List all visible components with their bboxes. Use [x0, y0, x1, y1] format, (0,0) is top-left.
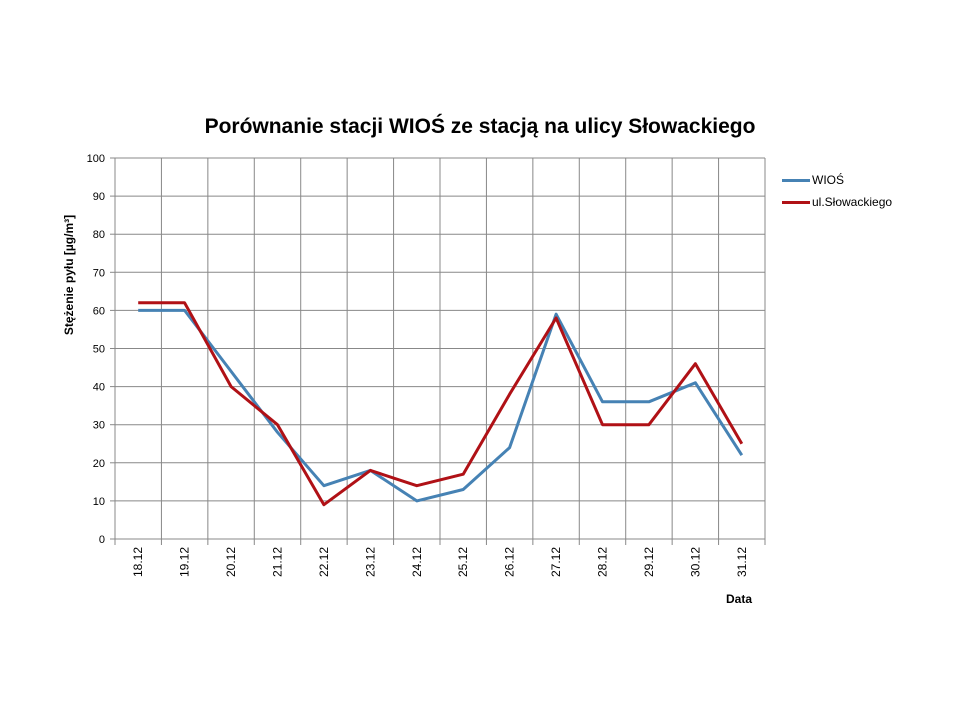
x-tick-label: 26.12 — [503, 547, 517, 577]
legend: WIOŚ ul.Słowackiego — [782, 170, 892, 214]
x-tick-label: 31.12 — [735, 547, 749, 577]
y-axis-label: Stężenie pyłu [µg/m³] — [62, 215, 76, 335]
legend-item-wios: WIOŚ — [782, 170, 892, 190]
legend-item-slowackiego: ul.Słowackiego — [782, 192, 892, 212]
x-tick-labels: 18.12 19.12 20.12 21.12 22.12 23.12 24.12 25.12… — [131, 547, 749, 577]
x-tick-label: 21.12 — [271, 547, 285, 577]
legend-label-slowackiego: ul.Słowackiego — [812, 195, 893, 209]
y-tick-label: 30 — [93, 420, 105, 432]
x-tick-label: 19.12 — [178, 547, 192, 577]
x-tick-label: 18.12 — [131, 547, 145, 577]
x-tick-label: 22.12 — [317, 547, 331, 577]
legend-swatch-slowackiego — [782, 200, 810, 204]
legend-swatch-wios — [782, 178, 810, 182]
x-tick-label: 20.12 — [224, 547, 238, 577]
y-tick-label: 70 — [93, 267, 105, 279]
x-tick-label: 27.12 — [549, 547, 563, 577]
x-tick-label: 30.12 — [688, 547, 702, 577]
y-tick-label: 60 — [93, 305, 105, 317]
y-tick-label: 20 — [93, 458, 105, 470]
x-axis-label: Data — [726, 592, 752, 606]
y-tick-label: 90 — [93, 191, 105, 203]
x-tick-label: 25.12 — [456, 547, 470, 577]
x-tick-label: 28.12 — [596, 547, 610, 577]
x-tick-label: 23.12 — [363, 547, 377, 577]
x-tick-label: 29.12 — [642, 547, 656, 577]
y-tick-label: 0 — [99, 534, 105, 546]
y-tick-labels: 0 10 20 30 40 50 60 70 80 90 100 — [87, 153, 105, 546]
series-line-1 — [138, 301, 744, 507]
y-tick-label: 80 — [93, 229, 105, 241]
y-tick-label: 100 — [87, 153, 105, 165]
series-lines — [138, 301, 744, 507]
chart-title: Porównanie stacji WIOŚ ze stacją na ulic… — [204, 115, 756, 138]
series-line-0 — [138, 308, 744, 503]
y-tick-label: 40 — [93, 382, 105, 394]
axes — [110, 157, 765, 540]
y-tick-label: 10 — [93, 496, 105, 508]
legend-label-wios: WIOŚ — [812, 173, 844, 187]
x-tick-label: 24.12 — [410, 547, 424, 577]
y-tick-label: 50 — [93, 344, 105, 356]
